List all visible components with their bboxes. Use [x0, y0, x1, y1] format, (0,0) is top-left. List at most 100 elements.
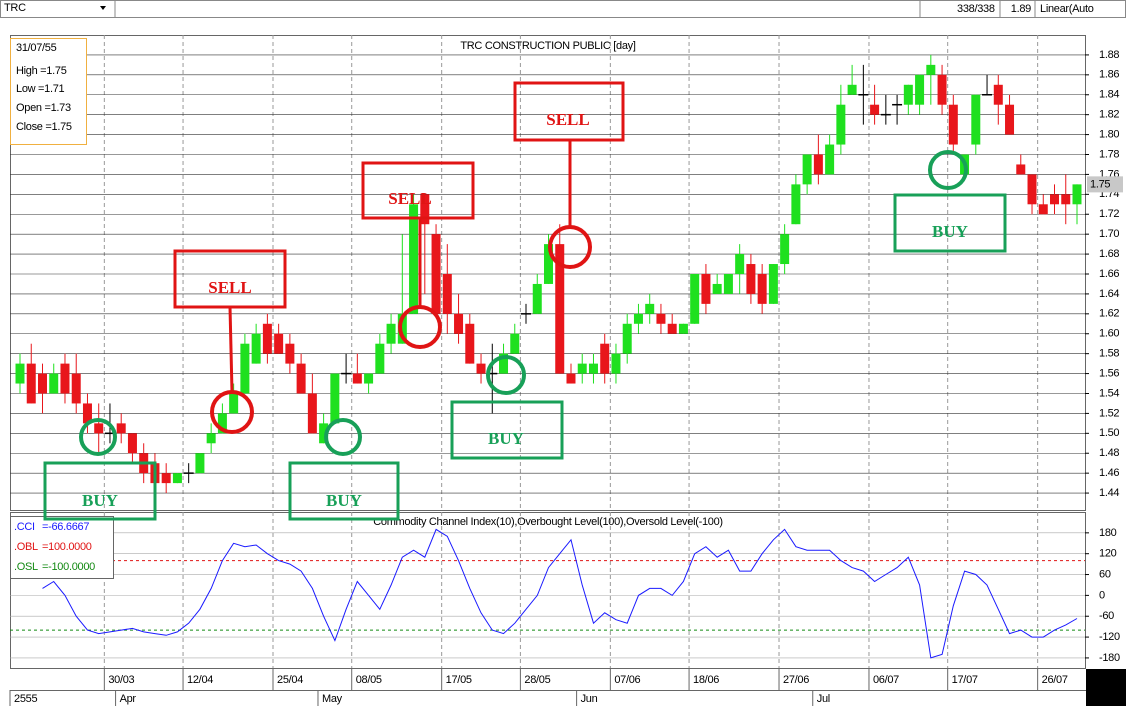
candle-body: [791, 184, 801, 225]
x-tick-label: 28/05: [524, 674, 550, 686]
candle-body: [375, 343, 385, 374]
candle-body: [656, 313, 666, 324]
legend-value: =100.0000: [42, 541, 92, 553]
candle-body: [870, 104, 880, 115]
candle-body: [229, 393, 239, 414]
y-tick-label: 1.54: [1099, 387, 1119, 399]
candle-body: [723, 273, 733, 294]
signal-circle: [324, 418, 362, 456]
candle-body: [1027, 174, 1037, 205]
month-label: Jul: [817, 693, 830, 705]
scale-select[interactable]: Linear(Auto: [1040, 3, 1094, 15]
dropdown-arrow[interactable]: [100, 6, 106, 10]
candle-body: [409, 204, 419, 314]
candle-body: [1016, 164, 1026, 175]
candle-body: [847, 84, 857, 95]
candle-body: [386, 323, 396, 344]
signal-label: SELL: [388, 189, 431, 208]
candle-body: [172, 473, 182, 484]
signal-circle: [79, 418, 117, 456]
signal-circle: [928, 150, 968, 190]
signal-box: [361, 161, 475, 220]
candle-body: [37, 373, 47, 394]
info-low: Low =1.71: [16, 83, 65, 95]
candle-body: [588, 363, 598, 374]
legend-name: .OBL: [14, 541, 38, 553]
signal-label: BUY: [932, 222, 968, 241]
cci-frame: [10, 512, 1086, 669]
month-label: Jun: [581, 693, 598, 705]
candle-body: [701, 273, 711, 304]
candle-body: [94, 423, 104, 434]
signal-circle: [210, 390, 254, 434]
candle-body: [60, 363, 70, 394]
legend-value: =-100.0000: [42, 561, 95, 573]
candle-body: [971, 94, 981, 145]
legend-value: =-66.6667: [42, 521, 89, 533]
y-tick-label: 0: [1099, 589, 1105, 601]
candle-body: [240, 343, 250, 394]
candle-body: [319, 423, 329, 444]
candle-body: [442, 273, 452, 314]
x-tick-label: 06/07: [873, 674, 899, 686]
info-high: High =1.75: [16, 65, 67, 77]
candle-body: [499, 353, 509, 374]
candle-body: [274, 333, 284, 354]
signal-label: SELL: [208, 278, 251, 297]
candle-body: [397, 313, 407, 344]
candle-body: [600, 343, 610, 374]
y-tick-label: -180: [1099, 652, 1120, 664]
y-tick-label: 1.58: [1099, 348, 1119, 360]
y-tick-label: 1.64: [1099, 288, 1119, 300]
y-tick-label: 1.80: [1099, 128, 1119, 140]
signal-label: BUY: [488, 429, 524, 448]
candle-body: [364, 373, 374, 384]
candle-body: [903, 84, 913, 105]
signal-connector: [228, 306, 234, 393]
signal-box: [450, 400, 564, 460]
month-label: Apr: [120, 693, 137, 705]
y-tick-label: 1.66: [1099, 268, 1119, 280]
chart-title: TRC CONSTRUCTION PUBLIC [day]: [460, 40, 636, 52]
signal-box: [288, 461, 400, 521]
candle-body: [948, 104, 958, 145]
y-tick-label: 1.60: [1099, 328, 1119, 340]
symbol-select[interactable]: TRC: [4, 2, 26, 14]
candle-body: [262, 323, 272, 354]
y-tick-label: 1.44: [1099, 487, 1119, 499]
candle-body: [836, 104, 846, 145]
month-label: May: [322, 693, 343, 705]
candle-body: [1038, 204, 1048, 215]
candle-body: [330, 373, 340, 424]
signal-circle: [548, 225, 592, 269]
y-tick-label: 1.78: [1099, 148, 1119, 160]
x-tick-label: 25/04: [277, 674, 303, 686]
last-price-marker: [1087, 176, 1123, 193]
y-tick-label: 1.56: [1099, 367, 1119, 379]
price: 1.89: [1011, 3, 1031, 15]
candle-body: [735, 254, 745, 274]
candle-body: [802, 154, 812, 185]
info-box: [10, 38, 87, 145]
y-tick-label: 1.70: [1099, 228, 1119, 240]
candle-body: [251, 333, 261, 364]
candle-body: [217, 413, 227, 434]
candle-body: [49, 373, 59, 394]
candle-body: [645, 303, 655, 314]
candle-body: [454, 313, 464, 334]
candle-body: [768, 264, 778, 304]
x-tick-label: 30/03: [108, 674, 134, 686]
candle-body: [1072, 184, 1082, 205]
candle-body: [544, 244, 553, 284]
x-tick-label: 26/07: [1042, 674, 1068, 686]
candle-body: [195, 453, 205, 474]
candle-body: [1050, 194, 1060, 205]
candle-body: [26, 363, 36, 404]
candle-body: [127, 433, 137, 454]
candle-body: [161, 473, 171, 484]
candle-body: [825, 144, 835, 175]
signal-label: BUY: [326, 491, 362, 510]
candle-body: [307, 393, 317, 434]
y-tick-label: 120: [1099, 548, 1117, 560]
